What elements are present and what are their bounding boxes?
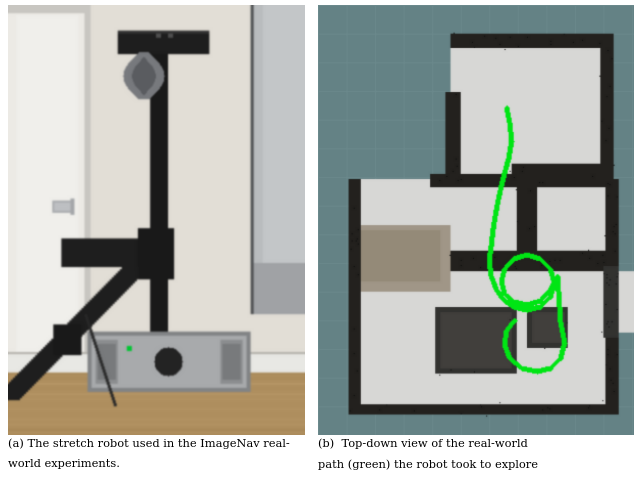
Text: (a) The stretch robot used in the ImageNav real-: (a) The stretch robot used in the ImageN… — [8, 438, 289, 449]
Text: path (green) the robot took to explore: path (green) the robot took to explore — [318, 459, 538, 470]
Text: world experiments.: world experiments. — [8, 459, 120, 469]
Text: (b)  Top-down view of the real-world: (b) Top-down view of the real-world — [318, 438, 528, 449]
